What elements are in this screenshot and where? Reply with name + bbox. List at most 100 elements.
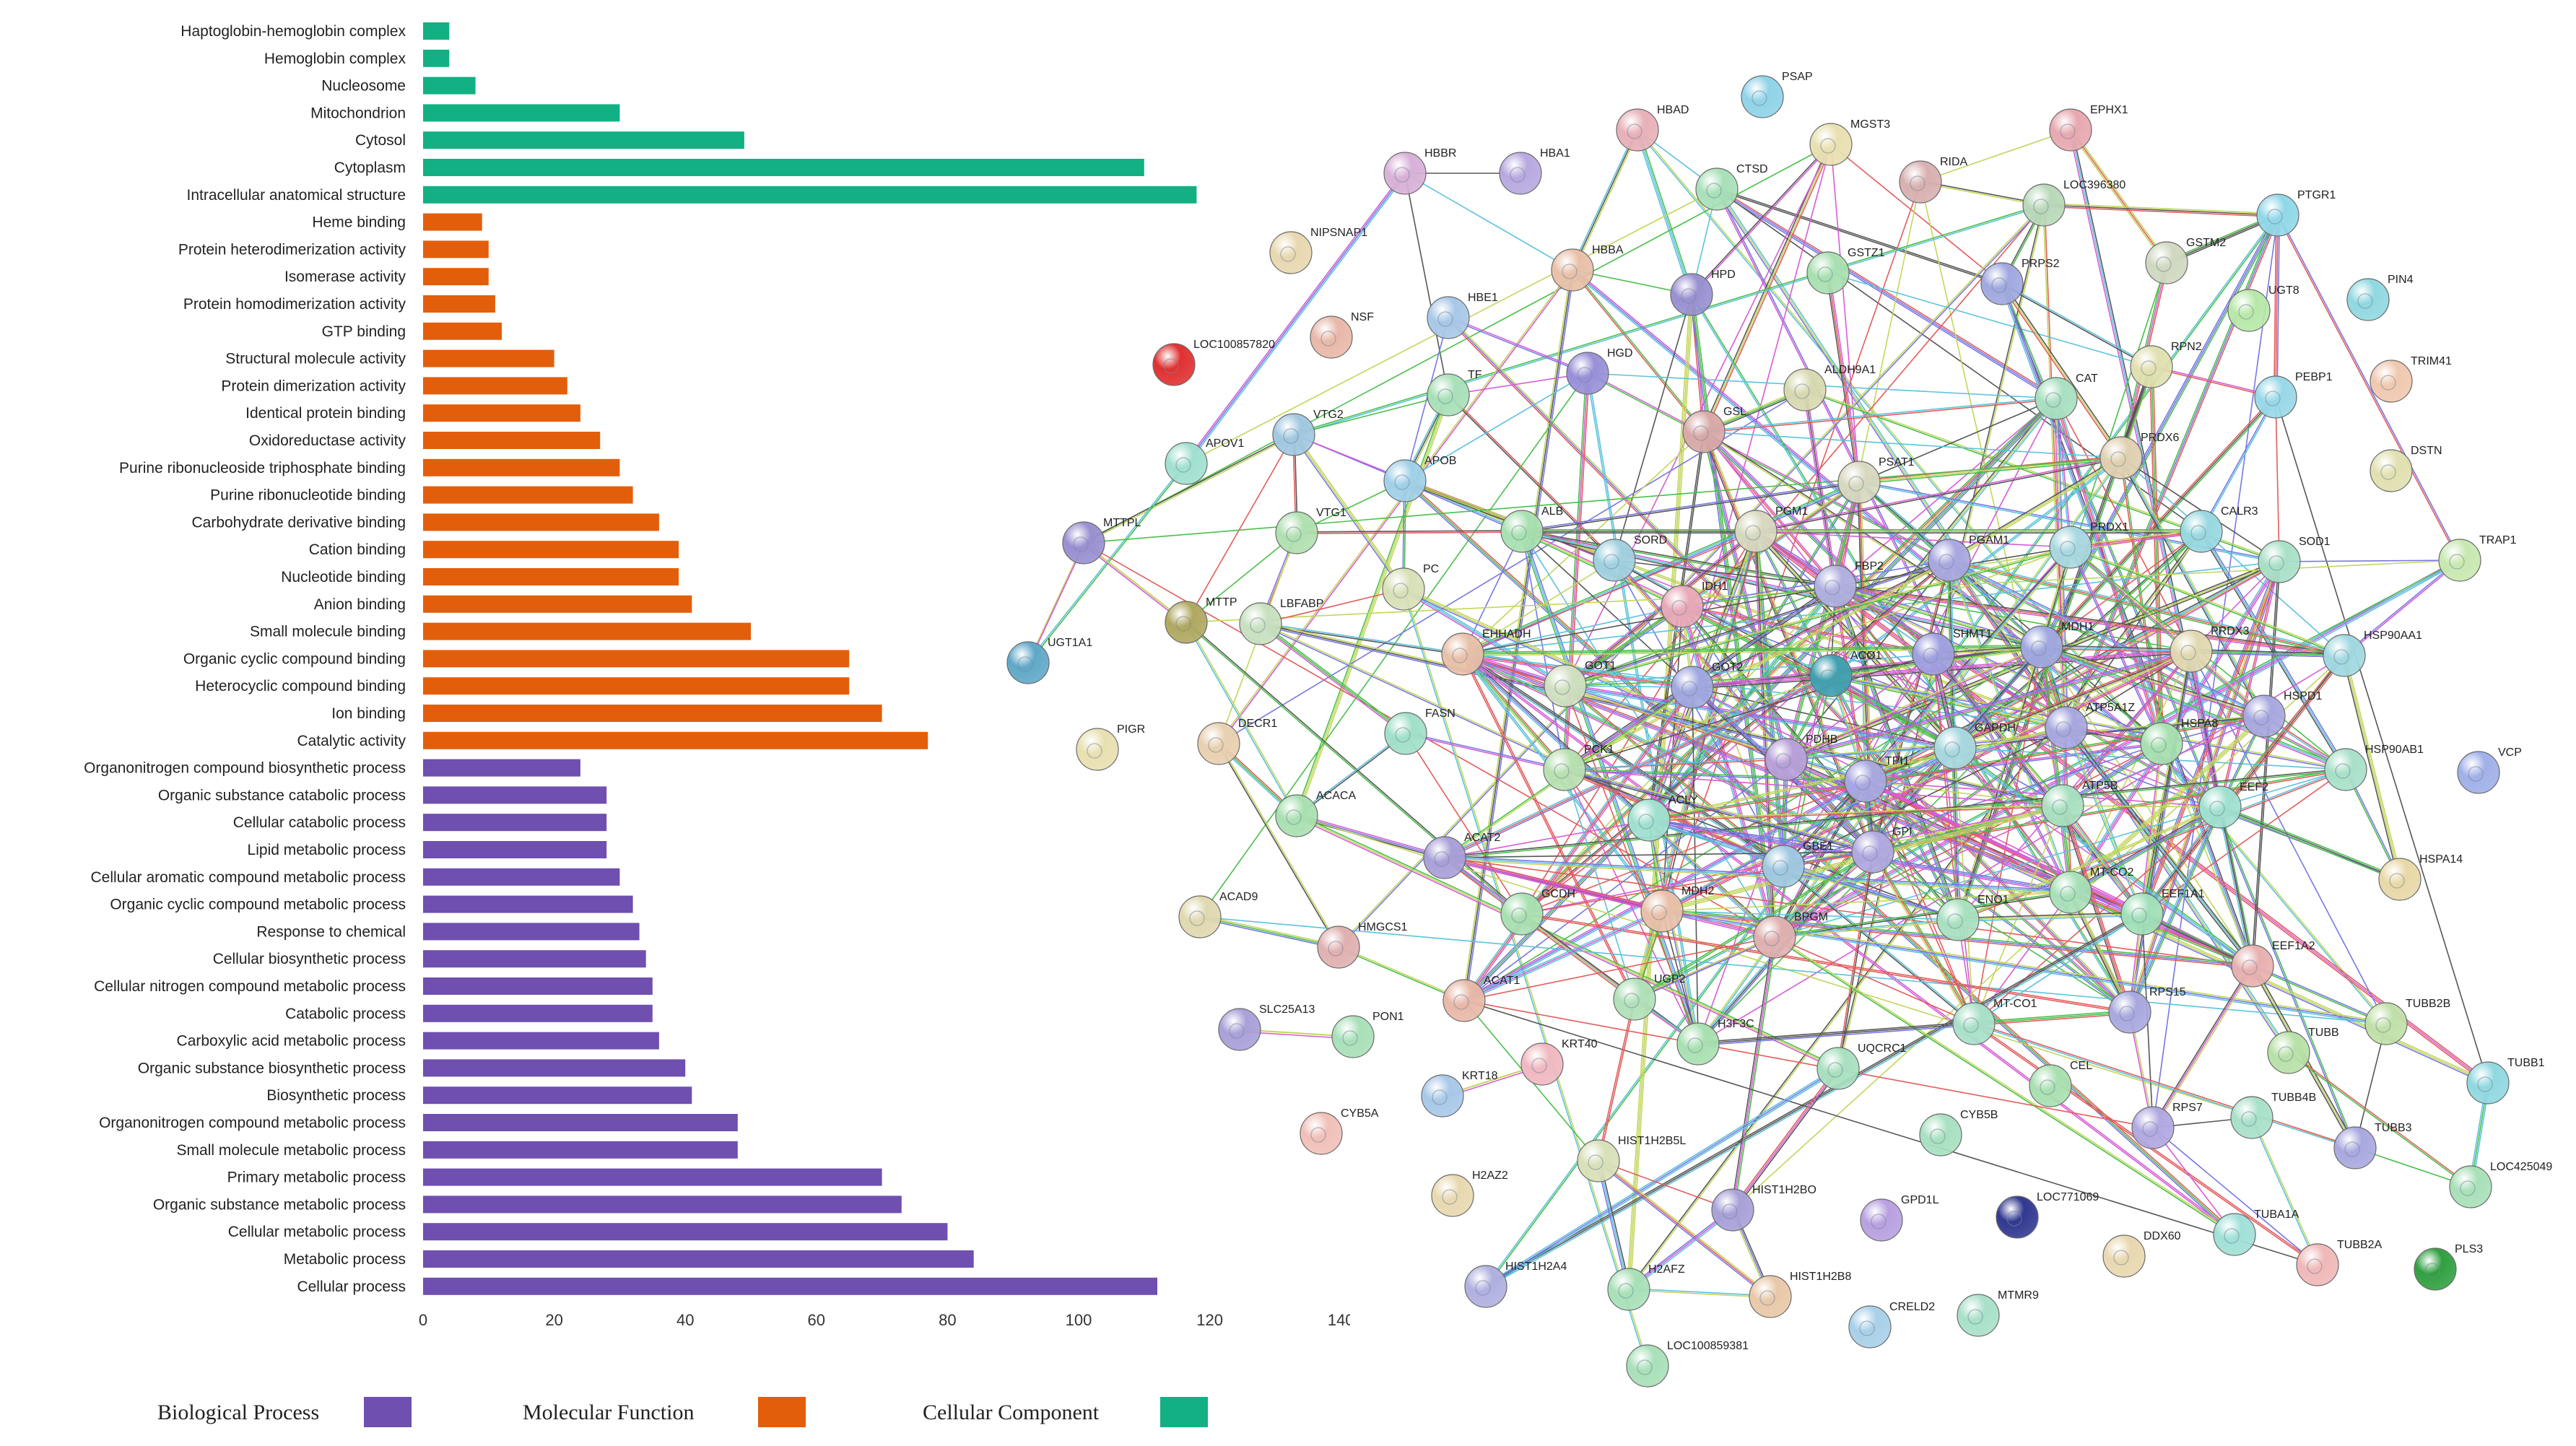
network-node-label-fbp2: FBP2: [1855, 560, 1884, 572]
bar-gtp-binding: [423, 322, 502, 340]
network-node-label-pls3: PLS3: [2455, 1243, 2483, 1255]
network-node-krt40: [1520, 1042, 1564, 1086]
network-node-gbe1: [1762, 845, 1805, 888]
network-node-label-gstm2: GSTM2: [2186, 237, 2226, 249]
category-label-cellular-catabolic-process: Cellular catabolic process: [233, 814, 406, 831]
network-node-label-prps2: PRPS2: [2022, 258, 2060, 270]
network-node-hsp90aa1: [2323, 634, 2366, 677]
category-label-organic-cyclic-compound-metabolic-process: Organic cyclic compound metabolic proces…: [110, 897, 406, 913]
network-node-apob: [1383, 459, 1427, 502]
bar-heme-binding: [423, 213, 482, 231]
legend-swatch-biological-process: [364, 1397, 412, 1427]
network-node-rps7: [2131, 1106, 2175, 1149]
network-node-rida: [1899, 160, 1942, 204]
bar-organic-substance-catabolic-process: [423, 786, 607, 804]
network-node-eef1a2: [2231, 944, 2274, 988]
network-node-trap1: [2438, 539, 2481, 582]
network-node-pdhb: [1765, 738, 1808, 781]
network-node-label-eef1a1: EEF1A1: [2162, 888, 2205, 900]
category-label-cation-binding: Cation binding: [309, 541, 406, 558]
bar-primary-metabolic-process: [423, 1168, 882, 1186]
network-node-label-mt-co1: MT-CO1: [1993, 998, 2037, 1010]
network-node-label-hist1h2b8: HIST1H2B8: [1790, 1271, 1851, 1283]
network-node-ugt8: [2227, 289, 2271, 332]
bar-purine-ribonucleoside-triphosphate-binding: [423, 458, 620, 476]
network-node-hist1h2bo: [1711, 1188, 1754, 1232]
network-node-creld2: [1848, 1305, 1892, 1349]
category-label-organic-substance-catabolic-process: Organic substance catabolic process: [158, 787, 406, 803]
bar-cellular-aromatic-compound-metabolic-process: [423, 868, 620, 886]
network-node-hspa14: [2378, 858, 2421, 901]
bar-protein-dimerization-activity: [423, 377, 567, 395]
category-label-small-molecule-metabolic-process: Small molecule metabolic process: [177, 1142, 406, 1159]
bar-cellular-nitrogen-compound-metabolic-process: [423, 977, 653, 995]
legend-swatch-cellular-component: [1160, 1397, 1208, 1427]
bar-heterocyclic-compound-binding: [423, 677, 850, 695]
network-node-label-eno1: ENO1: [1977, 894, 2009, 906]
category-label-carbohydrate-derivative-binding: Carbohydrate derivative binding: [191, 514, 406, 531]
legend-label-biological-process: Biological Process: [157, 1401, 319, 1424]
network-node-label-hbad: HBAD: [1657, 104, 1689, 116]
network-node-gstz1: [1806, 251, 1850, 295]
legend-label-cellular-component: Cellular Component: [923, 1401, 1100, 1424]
category-label-anion-binding: Anion binding: [314, 596, 406, 613]
bar-organic-cyclic-compound-metabolic-process: [423, 895, 633, 913]
x-tick-label-20: 20: [545, 1311, 562, 1329]
network-node-hsp90ab1: [2324, 748, 2367, 791]
network-node-label-rida: RIDA: [1940, 156, 1968, 168]
legend-label-molecular-function: Molecular Function: [523, 1401, 694, 1424]
bar-purine-ribonucleotide-binding: [423, 486, 633, 504]
network-node-label-mdh2: MDH2: [1681, 885, 1714, 897]
network-node-gapdh: [1933, 726, 1977, 770]
bar-structural-molecule-activity: [423, 349, 554, 367]
network-node-gcdh: [1500, 892, 1544, 936]
network-node-label-eef1a2: EEF1A2: [2272, 940, 2315, 952]
network-node-loc771069: [1996, 1195, 2039, 1239]
network-node-hspa8: [2140, 722, 2183, 765]
network-node-psap: [1741, 75, 1784, 118]
network-node-label-h3f3c: H3F3C: [1718, 1018, 1754, 1030]
network-node-label-cel: CEL: [2070, 1060, 2092, 1072]
category-label-heterocyclic-compound-binding: Heterocyclic compound binding: [195, 678, 406, 694]
network-node-label-h2afz: H2AFZ: [1648, 1263, 1685, 1276]
network-node-cel: [2029, 1064, 2072, 1107]
category-label-nucleosome: Nucleosome: [321, 78, 406, 95]
network-node-label-alb: ALB: [1541, 505, 1563, 518]
network-node-pgm1: [1734, 510, 1777, 553]
network-node-hbad: [1616, 108, 1659, 152]
category-label-structural-molecule-activity: Structural molecule activity: [225, 351, 406, 367]
network-node-label-pc: PC: [1423, 563, 1439, 575]
network-node-label-sord: SORD: [1634, 534, 1667, 546]
bar-oxidoreductase-activity: [423, 432, 601, 449]
network-node-label-hbe1: HBE1: [1468, 292, 1498, 304]
network-node-h3f3c: [1676, 1022, 1720, 1066]
category-label-cellular-nitrogen-compound-metabolic-process: Cellular nitrogen compound metabolic pro…: [94, 978, 406, 995]
x-tick-label-120: 120: [1196, 1311, 1223, 1329]
network-node-hist1h2b8: [1749, 1275, 1792, 1318]
network-node-psat1: [1837, 461, 1881, 504]
network-node-label-aco1: ACO1: [1850, 650, 1882, 662]
network-node-gstm2: [2145, 241, 2188, 284]
network-node-label-psat1: PSAT1: [1879, 456, 1915, 469]
network-node-mt-co2: [2049, 871, 2092, 914]
network-node-label-uqcrc1: UQCRC1: [1858, 1042, 1907, 1055]
go-enrichment-bar-chart: Haptoglobin-hemoglobin complex Hemoglobin…: [84, 22, 1350, 1427]
category-label-protein-heterodimerization-activity: Protein heterodimerization activity: [178, 241, 406, 258]
network-node-label-tubb1: TUBB1: [2507, 1057, 2545, 1069]
bar-cellular-catabolic-process: [423, 814, 607, 832]
network-node-label-ugt8: UGT8: [2268, 284, 2299, 297]
network-node-trim41: [2370, 360, 2413, 403]
network-node-ugp2: [1613, 977, 1656, 1021]
network-node-label-trim41: TRIM41: [2411, 355, 2452, 367]
bar-biosynthetic-process: [423, 1086, 692, 1105]
category-label-organic-substance-biosynthetic-process: Organic substance biosynthetic process: [138, 1060, 406, 1076]
network-node-label-tubb2b: TUBB2B: [2406, 998, 2450, 1010]
network-node-label-acat1: ACAT1: [1484, 975, 1520, 987]
network-node-label-psap: PSAP: [1782, 71, 1813, 83]
network-node-rps15: [2108, 990, 2151, 1034]
network-node-label-ptgr1: PTGR1: [2297, 189, 2336, 201]
network-node-hba1: [1499, 152, 1542, 195]
bar-nucleotide-binding: [423, 568, 679, 585]
network-node-label-pebp1: PEBP1: [2295, 371, 2333, 383]
network-node-eef2: [2198, 785, 2242, 829]
